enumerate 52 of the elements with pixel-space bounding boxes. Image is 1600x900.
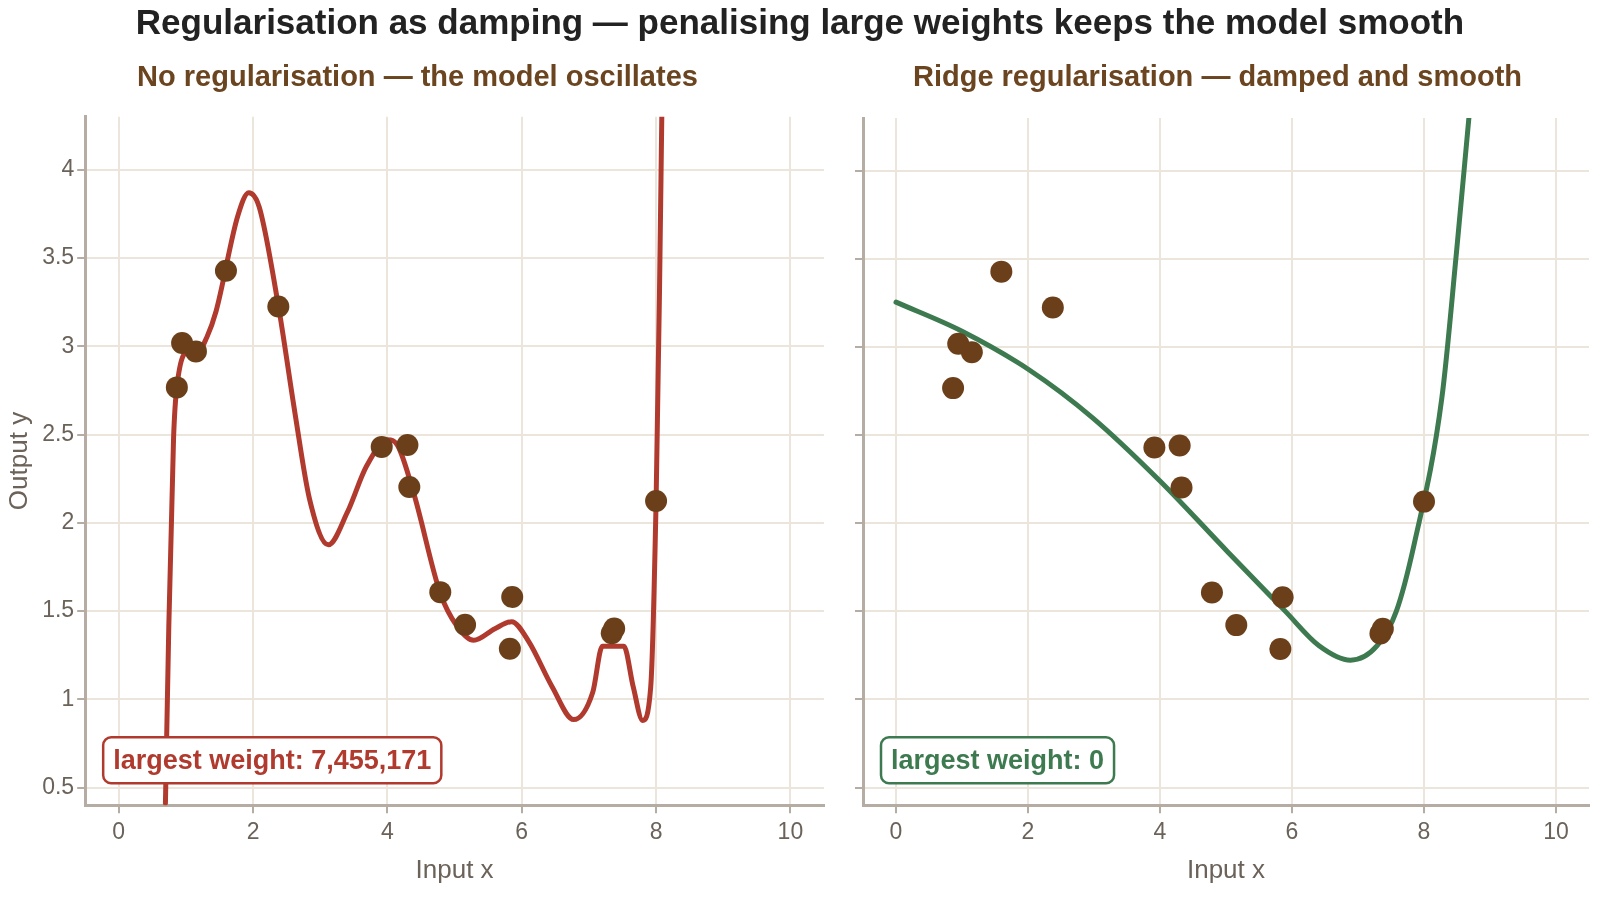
- y-tick-label: 4: [61, 155, 75, 182]
- y-tick-label: 2.5: [42, 419, 75, 446]
- annotation: largest weight: 7,455,171: [113, 744, 432, 775]
- point: [1271, 586, 1294, 609]
- point: [267, 295, 290, 318]
- point: [990, 260, 1013, 283]
- chart-title: Regularisation as damping — penalising large weights keeps the model smooth: [134, 2, 1466, 42]
- x-tick-label: 4: [1153, 818, 1167, 845]
- y-tick-label: 3: [61, 331, 75, 358]
- point: [398, 475, 421, 498]
- point: [1269, 638, 1292, 661]
- point: [1168, 434, 1191, 457]
- x-tick-label: 2: [246, 818, 260, 845]
- point: [1170, 476, 1193, 499]
- y-tick-label: 3.5: [42, 243, 75, 270]
- x-tick-label: 10: [777, 818, 804, 845]
- x-tick-label: 8: [1417, 818, 1431, 845]
- x-tick-label: 6: [1285, 818, 1299, 845]
- y-tick-label: 1.5: [42, 596, 75, 623]
- x-tick-label: 10: [1543, 818, 1569, 845]
- point: [165, 376, 188, 399]
- point: [1041, 296, 1064, 319]
- x-axis-title: Input x: [1186, 853, 1266, 884]
- y-tick-label: 2: [61, 508, 75, 535]
- chart-subtitle: Ridge regularisation — damped and smooth: [911, 59, 1524, 94]
- x-tick-label: 4: [381, 818, 395, 845]
- x-tick-label: 0: [889, 818, 903, 845]
- point: [1143, 436, 1166, 459]
- point: [429, 581, 452, 604]
- point: [942, 377, 965, 400]
- x-tick-label: 2: [1021, 818, 1035, 845]
- x-tick-label: 8: [649, 818, 663, 845]
- point: [498, 637, 521, 660]
- y-tick-label: 1: [61, 684, 75, 711]
- point: [370, 435, 393, 458]
- y-axis-title: Output y: [2, 411, 33, 511]
- chart-subtitle: No regularisation — the model oscillates: [136, 59, 699, 94]
- point: [396, 433, 419, 456]
- x-tick-label: 6: [515, 818, 529, 845]
- point: [214, 259, 237, 282]
- y-tick-label: 0.5: [42, 772, 75, 799]
- x-tick-label: 0: [112, 818, 126, 845]
- point: [501, 585, 524, 608]
- point: [1225, 614, 1248, 637]
- point: [1413, 490, 1435, 513]
- annotation: largest weight: 0: [891, 744, 1105, 775]
- x-axis-title: Input x: [415, 853, 494, 884]
- point: [645, 490, 668, 513]
- point: [454, 613, 477, 636]
- point: [184, 340, 207, 363]
- point: [960, 341, 983, 364]
- point: [1200, 581, 1223, 604]
